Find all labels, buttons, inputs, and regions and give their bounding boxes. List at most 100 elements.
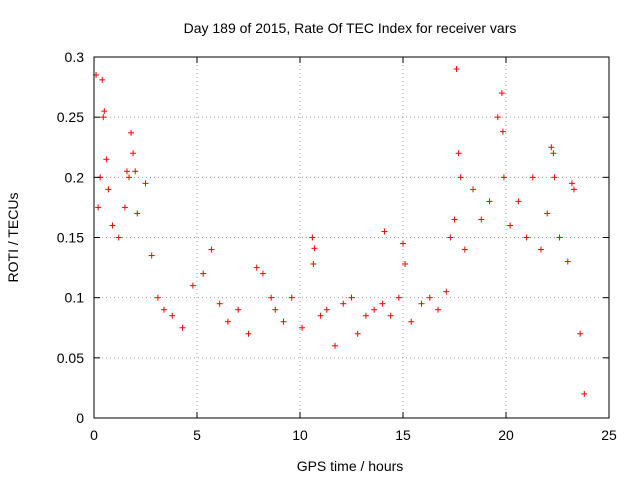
- data-point: [453, 66, 460, 73]
- y-tick-label: 0.25: [57, 109, 84, 125]
- data-point: [418, 300, 425, 307]
- data-point: [340, 300, 347, 307]
- data-point: [486, 198, 493, 205]
- data-point: [457, 174, 464, 181]
- data-point: [371, 306, 378, 313]
- data-point: [538, 246, 545, 253]
- y-tick-label: 0: [76, 410, 84, 426]
- data-point: [148, 252, 155, 259]
- data-point: [126, 174, 133, 181]
- plot-frame: [93, 56, 610, 419]
- x-tick-label: 20: [498, 427, 514, 443]
- data-point: [470, 186, 477, 193]
- data-point: [179, 324, 186, 331]
- data-point: [548, 144, 555, 151]
- x-tick-label: 25: [601, 427, 617, 443]
- data-point: [499, 128, 506, 135]
- data-point: [101, 108, 108, 115]
- data-point: [310, 260, 317, 267]
- data-point: [272, 306, 279, 313]
- data-point: [109, 222, 116, 229]
- data-point: [551, 174, 558, 181]
- data-point: [478, 216, 485, 223]
- data-point: [99, 76, 106, 83]
- data-point: [348, 294, 355, 301]
- x-tick-label: 5: [193, 427, 201, 443]
- data-point: [400, 240, 406, 247]
- data-point: [498, 90, 505, 97]
- data-point: [354, 330, 361, 337]
- data-point: [529, 174, 536, 181]
- data-point: [105, 186, 112, 193]
- data-point: [379, 300, 386, 307]
- data-point: [523, 234, 530, 241]
- data-point: [134, 210, 141, 217]
- data-point: [408, 318, 415, 325]
- data-point: [128, 129, 135, 136]
- data-point: [235, 306, 242, 313]
- data-point: [115, 234, 122, 241]
- x-axis-label: GPS time / hours: [297, 458, 404, 474]
- data-point: [556, 234, 563, 241]
- data-point: [309, 234, 316, 241]
- data-point: [395, 294, 402, 301]
- data-point: [451, 216, 458, 223]
- data-point: [461, 246, 468, 253]
- data-point: [387, 312, 394, 319]
- x-tick-label: 0: [90, 427, 98, 443]
- chart-title: Day 189 of 2015, Rate Of TEC Index for r…: [184, 20, 517, 36]
- data-point: [142, 180, 149, 187]
- data-point: [500, 174, 507, 181]
- data-point: [259, 270, 266, 277]
- data-point: [224, 318, 231, 325]
- data-point: [245, 330, 252, 337]
- data-point: [121, 204, 128, 211]
- data-point: [161, 306, 168, 313]
- data-point: [426, 294, 433, 301]
- data-point: [323, 306, 330, 313]
- data-point: [288, 294, 295, 301]
- data-points: [93, 66, 588, 397]
- data-point: [317, 312, 324, 319]
- x-tick-label: 15: [395, 427, 411, 443]
- data-point: [253, 264, 260, 271]
- data-point: [570, 186, 577, 193]
- data-point: [568, 180, 575, 187]
- data-point: [494, 114, 501, 121]
- data-point: [299, 324, 306, 331]
- data-point: [200, 270, 207, 277]
- data-point: [455, 150, 462, 157]
- data-point: [130, 150, 137, 157]
- data-point: [544, 210, 551, 217]
- data-point: [280, 318, 287, 325]
- data-point: [169, 312, 176, 319]
- data-point: [402, 260, 409, 267]
- y-tick-label: 0.15: [57, 230, 84, 246]
- data-point: [564, 258, 571, 265]
- data-point: [311, 245, 318, 252]
- grid: [94, 57, 609, 418]
- data-point: [581, 390, 588, 397]
- x-tick-label: 10: [292, 427, 308, 443]
- data-point: [189, 282, 196, 289]
- data-point: [95, 204, 102, 211]
- y-axis-label: ROTI / TECUs: [5, 193, 21, 283]
- data-point: [332, 342, 339, 349]
- data-point: [362, 312, 369, 319]
- data-point: [268, 294, 275, 301]
- data-point: [123, 168, 130, 175]
- data-point: [103, 156, 110, 163]
- data-point: [550, 150, 557, 157]
- y-tick-label: 0.1: [65, 290, 85, 306]
- data-point: [216, 300, 223, 307]
- data-point: [577, 330, 584, 337]
- data-point: [208, 246, 215, 253]
- data-point: [515, 198, 522, 205]
- y-tick-label: 0.2: [65, 169, 85, 185]
- data-point: [154, 294, 161, 301]
- y-tick-label: 0.3: [65, 49, 85, 65]
- data-point: [443, 288, 450, 295]
- data-point: [447, 234, 454, 241]
- axis-ticks: 0 5 10 15 20 25 0 0.05 0.1 0.15 0.2 0.25 0.3: [57, 49, 617, 443]
